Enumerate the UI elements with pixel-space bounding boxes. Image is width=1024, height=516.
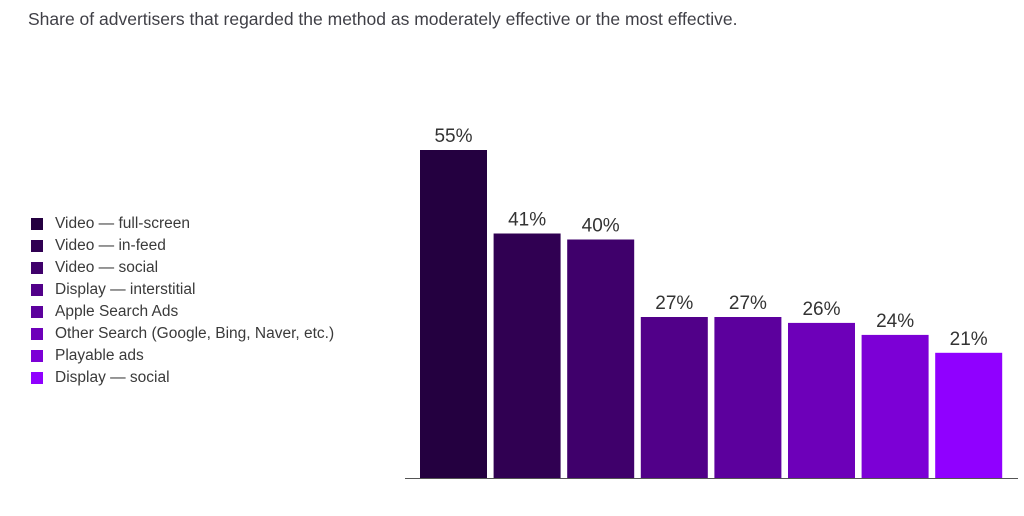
legend-swatch: [31, 240, 43, 252]
legend-swatch: [31, 350, 43, 362]
bar-value-label: 40%: [582, 216, 620, 237]
legend-swatch: [31, 218, 43, 230]
legend-label: Display — interstitial: [55, 281, 196, 298]
legend-swatch: [31, 306, 43, 318]
legend-label: Video — social: [55, 259, 159, 276]
legend: Video — full-screen Video — in-feed Vide…: [31, 213, 334, 389]
legend-label: Display — social: [55, 369, 170, 386]
legend-label: Other Search (Google, Bing, Naver, etc.): [55, 325, 335, 342]
bars-group: [420, 150, 1003, 478]
bar: [788, 322, 855, 478]
legend-item: Playable ads: [31, 345, 334, 367]
bar-value-label: 24%: [876, 311, 914, 332]
bar: [567, 239, 635, 478]
legend-swatch: [31, 262, 43, 274]
legend-item: Apple Search Ads: [31, 301, 334, 323]
value-labels-group: 55% 41% 40% 27% 27% 26% 24% 21%: [434, 126, 987, 350]
bar: [935, 352, 1003, 478]
bar: [861, 334, 929, 478]
chart-subtitle: Share of advertisers that regarded the m…: [28, 9, 738, 29]
bar: [493, 233, 561, 478]
legend-item: Video — full-screen: [31, 213, 334, 235]
bar-value-label: 55%: [434, 126, 472, 147]
legend-item: Display — interstitial: [31, 279, 334, 301]
legend-item: Video — in-feed: [31, 235, 334, 257]
legend-label: Video — in-feed: [55, 237, 166, 254]
legend-swatch: [31, 372, 43, 384]
legend-label: Apple Search Ads: [55, 303, 179, 320]
legend-swatch: [31, 328, 43, 340]
bar-value-label: 26%: [802, 299, 840, 320]
bar: [420, 150, 487, 478]
legend-label: Playable ads: [55, 347, 144, 364]
legend-item: Other Search (Google, Bing, Naver, etc.): [31, 323, 334, 345]
legend-item: Video — social: [31, 257, 334, 279]
bar-value-label: 27%: [729, 293, 767, 314]
legend-label: Video — full-screen: [55, 215, 190, 232]
legend-swatch: [31, 284, 43, 296]
bar-value-label: 41%: [508, 210, 546, 231]
bar-value-label: 27%: [655, 293, 693, 314]
bar-value-label: 21%: [950, 329, 988, 350]
legend-item: Display — social: [31, 367, 334, 389]
bar: [714, 317, 782, 478]
bar: [640, 317, 708, 478]
